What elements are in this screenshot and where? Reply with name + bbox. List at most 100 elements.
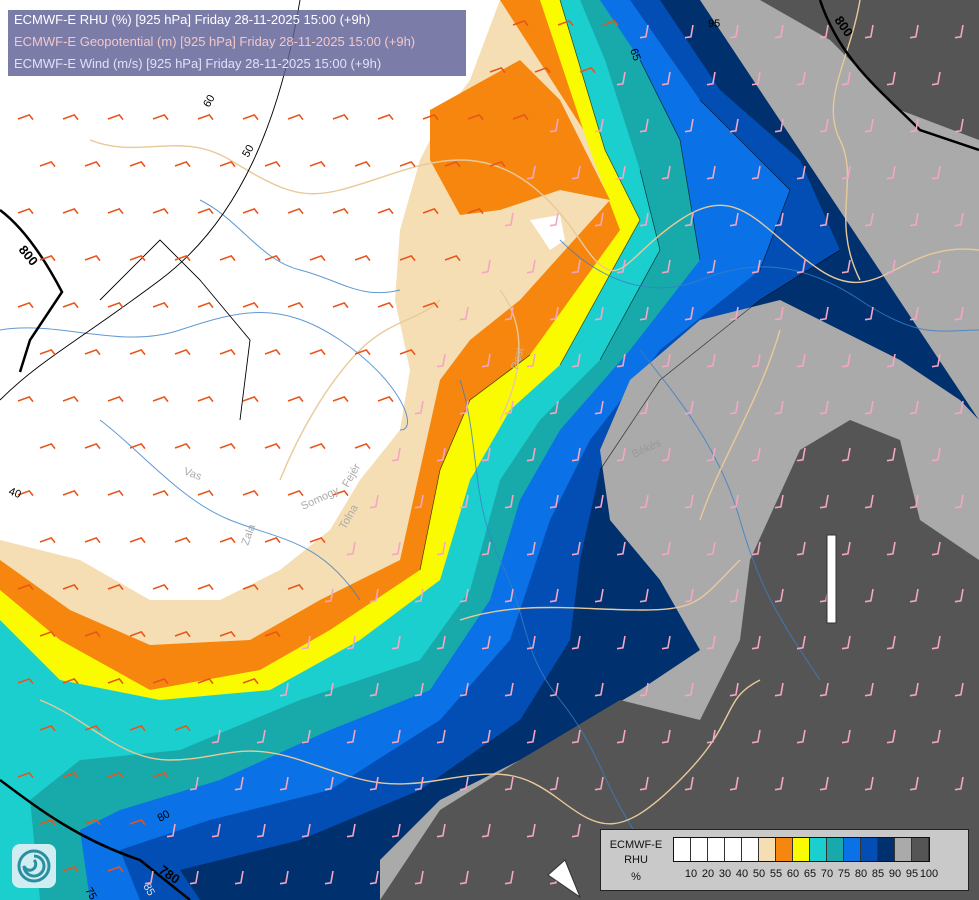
wind-barb	[909, 400, 919, 415]
wind-barb	[287, 113, 304, 121]
wind-barb	[481, 259, 491, 274]
rhu-orange-patch	[430, 60, 610, 215]
wind-barb	[616, 447, 626, 462]
wind-barb	[931, 353, 941, 368]
wind-barb	[729, 588, 739, 603]
legend-swatch	[776, 838, 793, 861]
wind-barb	[17, 771, 34, 779]
wind-barb	[864, 306, 874, 321]
wind-barb	[954, 212, 964, 227]
wind-barb	[886, 259, 896, 274]
wind-barb	[774, 24, 784, 39]
rhu-label: 75	[82, 886, 99, 900]
wind-barb	[414, 870, 424, 885]
wind-barb	[301, 635, 311, 650]
wind-barb	[909, 682, 919, 697]
wind-barb	[197, 489, 214, 497]
wind-barb	[639, 776, 649, 791]
wind-barb	[684, 494, 694, 509]
wind-barb	[309, 254, 326, 262]
wind-barb	[84, 160, 101, 168]
wind-barb	[459, 588, 469, 603]
wind-barb	[174, 442, 191, 450]
wind-barb	[129, 254, 146, 262]
wind-barb	[459, 870, 469, 885]
legend-tick-label: 20	[701, 868, 715, 880]
wind-barb	[414, 682, 424, 697]
wind-barb	[504, 306, 514, 321]
wind-barb	[436, 541, 446, 556]
wind-barb	[684, 24, 694, 39]
wind-barb	[152, 489, 169, 497]
wind-barb	[549, 776, 559, 791]
wind-barb	[549, 588, 559, 603]
wind-barb	[219, 442, 236, 450]
wind-barb	[489, 66, 506, 74]
wind-barb	[107, 301, 124, 309]
wind-barb	[864, 588, 874, 603]
wind-barb	[579, 66, 596, 74]
wind-barb	[287, 489, 304, 497]
wind-barb	[864, 494, 874, 509]
wind-barb	[17, 489, 34, 497]
wind-barb	[931, 259, 941, 274]
legend-tick-label: 30	[718, 868, 732, 880]
wind-barb	[391, 729, 401, 744]
wind-barb	[391, 447, 401, 462]
wind-barb	[751, 447, 761, 462]
wind-barb	[62, 301, 79, 309]
wind-barb	[886, 729, 896, 744]
wind-barb	[526, 541, 536, 556]
wind-barb	[107, 489, 124, 497]
wind-barb	[571, 635, 581, 650]
wind-barb	[819, 306, 829, 321]
wind-barb	[504, 588, 514, 603]
wind-barb	[444, 160, 461, 168]
wind-barb	[242, 489, 259, 497]
wind-barb	[841, 353, 851, 368]
legend-tick-label: 60	[786, 868, 800, 880]
wind-barb	[264, 160, 281, 168]
legend-tick-label: 100	[919, 868, 939, 880]
wind-barb	[639, 588, 649, 603]
wind-barb	[841, 165, 851, 180]
wind-barb	[332, 395, 349, 403]
wind-barb	[459, 494, 469, 509]
wind-barb	[152, 207, 169, 215]
wind-barb	[729, 494, 739, 509]
wind-barb	[287, 301, 304, 309]
wind-barb	[616, 353, 626, 368]
wind-barb	[526, 729, 536, 744]
wind-barb	[197, 677, 214, 685]
wind-barb	[152, 301, 169, 309]
wind-barb	[751, 259, 761, 274]
geopotential-title: ECMWF-E Geopotential (m) [925 hPa] Frida…	[14, 34, 416, 49]
legend-tick-label: 95	[905, 868, 919, 880]
wind-barb	[774, 588, 784, 603]
wind-barb	[819, 494, 829, 509]
wind-barb	[864, 400, 874, 415]
wind-barb	[774, 776, 784, 791]
wind-barb	[616, 635, 626, 650]
wind-barb	[504, 212, 514, 227]
wind-barb	[796, 353, 806, 368]
legend-tick-label: 70	[820, 868, 834, 880]
rhu-label: 80	[156, 808, 173, 825]
wind-barb	[661, 447, 671, 462]
wind-barbs	[17, 19, 964, 885]
wind-barb	[796, 635, 806, 650]
wind-barb	[571, 353, 581, 368]
wind-barb	[17, 583, 34, 591]
legend-unit: %	[631, 871, 641, 883]
wind-barb	[841, 447, 851, 462]
wind-barb	[152, 113, 169, 121]
wind-barb	[616, 729, 626, 744]
wind-barb	[909, 494, 919, 509]
wind-barb	[706, 165, 716, 180]
wind-barb	[414, 494, 424, 509]
wind-barb	[197, 113, 214, 121]
wind-barb	[512, 113, 529, 121]
wind-barb	[796, 259, 806, 274]
wind-barb	[504, 870, 514, 885]
legend-swatch	[674, 838, 691, 861]
